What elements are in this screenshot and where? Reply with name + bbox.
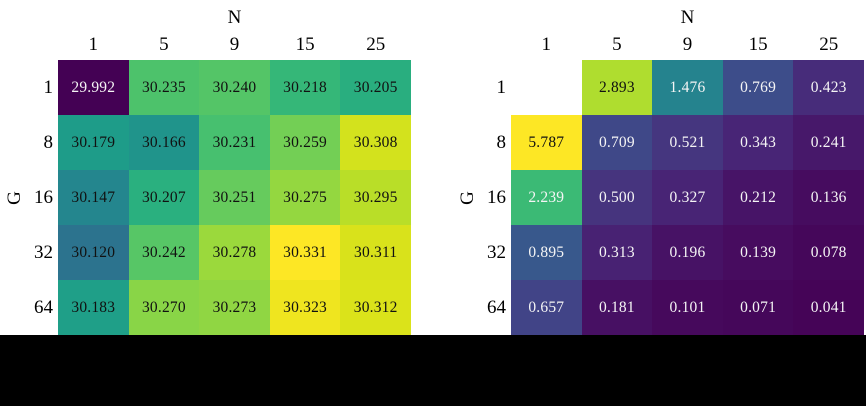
cell-G64-N5: 30.270 [128,280,200,335]
cell-G64-N9: 30.273 [199,280,270,335]
x-tick-1: 1 [541,34,552,55]
cell-G32-N25: 30.311 [340,225,411,280]
cell-G64-N9: 0.101 [652,280,723,335]
cell-G8-N1: 30.179 [58,115,129,170]
cell-G1-N5: 2.893 [581,60,653,115]
cell-G8-N9: 30.231 [199,115,270,170]
heatmap-figure-left: N G 1 5 9 15 25 1 8 16 32 64 29.992 30.235 30.240 3… [0,0,433,335]
cell-G1-N15: 0.769 [722,60,794,115]
x-tick-15: 15 [295,34,315,55]
y-tick-32: 32 [34,242,53,263]
x-tick-5: 5 [159,34,169,55]
x-axis-title: N [227,7,242,28]
cell-G1-N1: 29.992 [58,60,129,115]
cell-G16-N9: 0.327 [652,170,723,225]
cell-G32-N15: 30.331 [269,225,341,280]
y-tick-32: 32 [487,242,506,263]
heatmap-grid: 29.992 30.235 30.240 30.218 30.205 30.179 30.1… [58,60,411,335]
x-tick-9: 9 [229,34,240,55]
cell-G16-N15: 0.212 [722,170,794,225]
cell-G8-N5: 0.709 [581,115,653,170]
x-tick-9: 9 [682,34,693,55]
cell-G64-N15: 30.323 [269,280,341,335]
cell-G1-N5: 30.235 [128,60,200,115]
cell-G1-N1 [511,60,582,115]
cell-G8-N9: 0.521 [652,115,723,170]
x-tick-25: 25 [819,34,839,55]
cell-G32-N25: 0.078 [793,225,864,280]
y-tick-1: 1 [43,77,54,98]
cell-G1-N9: 1.476 [652,60,723,115]
cell-G16-N5: 0.500 [581,170,653,225]
cell-G8-N1: 5.787 [511,115,582,170]
cell-G64-N15: 0.071 [722,280,794,335]
cell-G16-N25: 0.136 [793,170,864,225]
y-tick-8: 8 [43,132,54,153]
y-tick-64: 64 [34,297,53,318]
cell-G8-N15: 30.259 [269,115,341,170]
cell-G16-N15: 30.275 [269,170,341,225]
cell-G1-N15: 30.218 [269,60,341,115]
cell-G32-N1: 0.895 [511,225,582,280]
cell-G32-N5: 0.313 [581,225,653,280]
cell-G32-N1: 30.120 [58,225,129,280]
y-tick-16: 16 [34,187,53,208]
cell-G64-N25: 30.312 [340,280,411,335]
cell-G64-N25: 0.041 [793,280,864,335]
cell-G1-N25: 0.423 [793,60,864,115]
y-tick-16: 16 [487,187,506,208]
x-tick-25: 25 [366,34,386,55]
x-tick-5: 5 [612,34,622,55]
cell-G16-N1: 2.239 [511,170,582,225]
cell-G16-N9: 30.251 [199,170,270,225]
cell-G8-N25: 0.241 [793,115,864,170]
cell-G8-N25: 30.308 [340,115,411,170]
cell-G8-N15: 0.343 [722,115,794,170]
cell-G32-N9: 0.196 [652,225,723,280]
x-tick-1: 1 [88,34,99,55]
cell-G1-N25: 30.205 [340,60,411,115]
cell-G16-N5: 30.207 [128,170,200,225]
y-tick-64: 64 [487,297,506,318]
x-axis-title: N [680,7,695,28]
cell-G16-N1: 30.147 [58,170,129,225]
y-tick-8: 8 [496,132,507,153]
heatmap-grid: 2.893 1.476 0.769 0.423 5.787 0.709 0.521 0.343… [511,60,864,335]
cell-G32-N15: 0.139 [722,225,794,280]
redacted-caption-bar [0,335,866,406]
cell-G32-N5: 30.242 [128,225,200,280]
cell-G32-N9: 30.278 [199,225,270,280]
y-tick-1: 1 [496,77,507,98]
heatmap-figure-right: N G 1 5 9 15 25 1 8 16 32 64 2.893 1.476 0.769 0.42… [453,0,866,335]
cell-G1-N9: 30.240 [199,60,270,115]
cell-G64-N5: 0.181 [581,280,653,335]
cell-G64-N1: 30.183 [58,280,129,335]
cell-G16-N25: 30.295 [340,170,411,225]
cell-G64-N1: 0.657 [511,280,582,335]
x-tick-15: 15 [748,34,768,55]
cell-G8-N5: 30.166 [128,115,200,170]
